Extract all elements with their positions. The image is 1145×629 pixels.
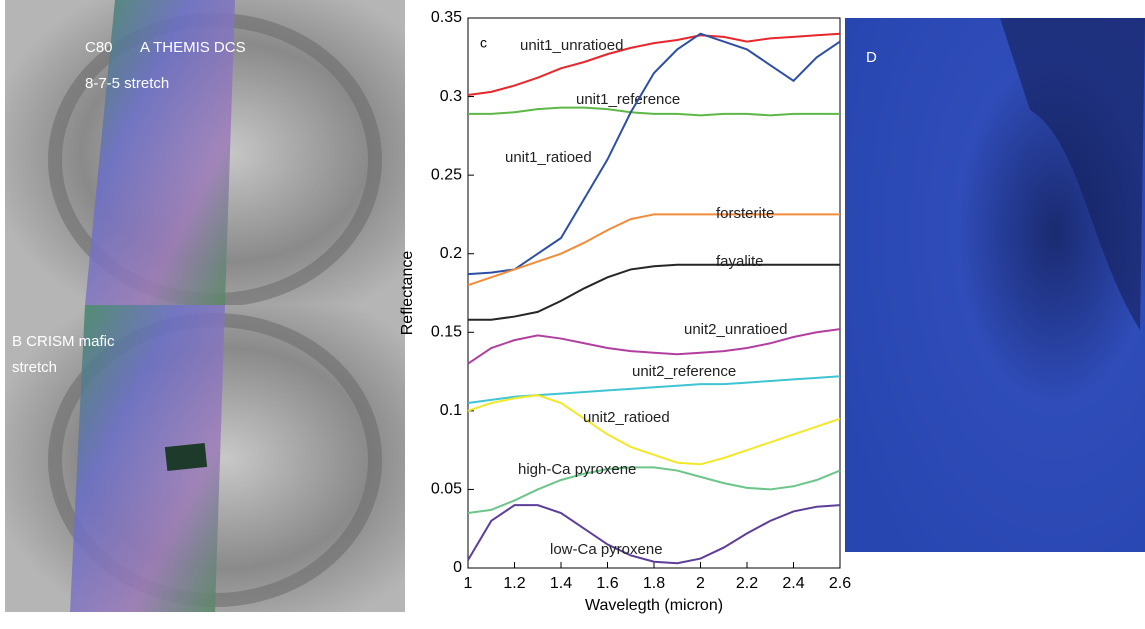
x-tick-label: 1.6: [596, 575, 618, 592]
x-tick-label: 1.2: [503, 575, 525, 592]
panel-label: A THEMIS DCS: [140, 39, 246, 56]
series-label: unit1_unratioed: [520, 37, 623, 54]
y-tick-label: 0.1: [440, 402, 462, 419]
panel-label: B CRISM mafic: [12, 333, 115, 350]
y-tick-label: 0.2: [440, 245, 462, 262]
series-label: unit2_reference: [632, 363, 736, 380]
panel-label: c: [480, 35, 487, 51]
x-tick-label: 1: [464, 575, 473, 592]
x-tick-label: 2.4: [782, 575, 804, 592]
panel-label: D: [866, 49, 877, 66]
y-tick-label: 0.3: [440, 88, 462, 105]
series-label: forsterite: [716, 205, 774, 222]
y-tick-label: 0: [453, 559, 462, 576]
panel-title: C80: [85, 39, 113, 56]
series-label: low-Ca pyroxene: [550, 541, 663, 558]
panel-d: D: [845, 18, 1145, 552]
panel-a: C80 A THEMIS DCS 8-7-5 stretch: [5, 0, 405, 305]
y-tick-label: 0.15: [431, 324, 462, 341]
series-label: unit1_ratioed: [505, 149, 592, 166]
figure: C80 A THEMIS DCS 8-7-5 stretch B CRISM m…: [0, 0, 1145, 624]
y-tick-label: 0.25: [431, 166, 462, 183]
x-tick-label: 1.8: [643, 575, 665, 592]
x-axis-label: Wavelegth (micron): [585, 597, 723, 614]
y-tick-label: 0.05: [431, 481, 462, 498]
series-label: fayalite: [716, 253, 764, 270]
x-tick-label: 2.2: [736, 575, 758, 592]
y-axis-label: Reflectance: [399, 251, 416, 336]
series-label: unit2_ratioed: [583, 409, 670, 426]
panel-note: stretch: [12, 359, 57, 376]
series-label: high-Ca pyroxene: [518, 461, 636, 478]
panel-b: B CRISM mafic stretch: [5, 305, 405, 612]
x-tick-label: 1.4: [550, 575, 572, 592]
x-tick-label: 2: [696, 575, 705, 592]
panel-note: 8-7-5 stretch: [85, 75, 169, 92]
series-label: unit1_reference: [576, 91, 680, 108]
chart: c Wavelegth (micron) Reflectance 0 0.05 0.…: [399, 9, 851, 614]
y-tick-label: 0.35: [431, 9, 462, 26]
series-label: unit2_unratioed: [684, 321, 787, 338]
x-tick-label: 2.6: [829, 575, 851, 592]
